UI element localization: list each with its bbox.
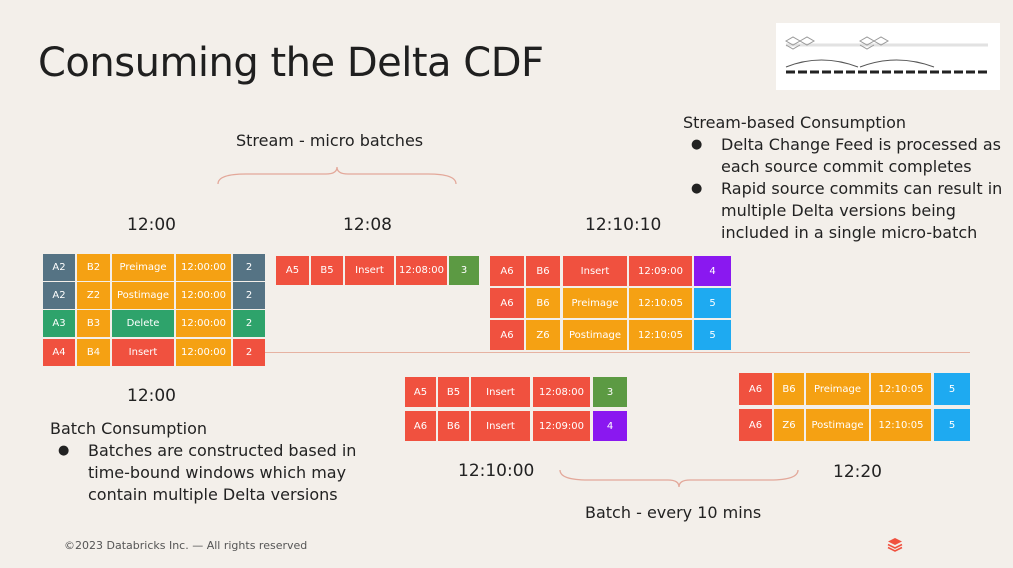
slide-thumbnail	[776, 23, 1000, 90]
footer-copyright: ©2023 Databricks Inc. — All rights reser…	[64, 539, 308, 552]
change-type-cell: Postimage	[112, 282, 174, 309]
key-cell: Z6	[774, 409, 804, 441]
batch-section-bullets: Batches are constructed based in time-bo…	[50, 440, 360, 506]
id-cell: A6	[739, 373, 772, 405]
time-label-4: 12:00	[127, 386, 176, 406]
bullet-item: Delta Change Feed is processed as each s…	[683, 134, 1003, 178]
id-cell: A4	[43, 339, 75, 366]
key-cell: Z6	[526, 320, 560, 350]
version-cell: 2	[233, 310, 265, 337]
change-type-cell: Postimage	[806, 409, 869, 441]
version-cell: 3	[449, 256, 479, 285]
timestamp-cell: 12:00:00	[176, 310, 231, 337]
id-cell: A6	[490, 256, 524, 286]
timestamp-cell: 12:00:00	[176, 339, 231, 366]
timestamp-cell: 12:00:00	[176, 254, 231, 281]
timestamp-cell: 12:08:00	[533, 377, 590, 407]
id-cell: A5	[276, 256, 309, 285]
time-label-3: 12:10:10	[585, 215, 662, 235]
change-type-cell: Postimage	[563, 320, 627, 350]
change-type-cell: Preimage	[806, 373, 869, 405]
version-cell: 5	[694, 288, 731, 318]
id-cell: A2	[43, 254, 75, 281]
timestamp-cell: 12:10:05	[871, 373, 931, 405]
time-label-5: 12:10:00	[458, 461, 535, 481]
change-type-cell: Delete	[112, 310, 174, 337]
key-cell: B6	[438, 411, 469, 441]
timeline-divider	[265, 352, 970, 353]
key-cell: B3	[77, 310, 110, 337]
version-cell: 4	[694, 256, 731, 286]
change-type-cell: Preimage	[563, 288, 627, 318]
key-cell: B6	[774, 373, 804, 405]
version-cell: 5	[934, 373, 970, 405]
timestamp-cell: 12:00:00	[176, 282, 231, 309]
key-cell: Z2	[77, 282, 110, 309]
change-type-cell: Preimage	[112, 254, 174, 281]
change-type-cell: Insert	[471, 377, 530, 407]
time-label-1: 12:00	[127, 215, 176, 235]
slide-title: Consuming the Delta CDF	[38, 40, 544, 86]
batch-section-heading: Batch Consumption	[50, 419, 208, 438]
version-cell: 3	[593, 377, 627, 407]
id-cell: A6	[490, 320, 524, 350]
thumbnail-diagram-icon	[784, 36, 988, 74]
timestamp-cell: 12:10:05	[871, 409, 931, 441]
key-cell: B5	[438, 377, 469, 407]
batch-label: Batch - every 10 mins	[585, 503, 762, 522]
version-cell: 2	[233, 254, 265, 281]
change-type-cell: Insert	[563, 256, 627, 286]
stream-label: Stream - micro batches	[236, 131, 424, 150]
key-cell: B6	[526, 256, 560, 286]
stream-section: Stream-based Consumption Delta Change Fe…	[683, 113, 1003, 244]
version-cell: 4	[593, 411, 627, 441]
bullet-item: Rapid source commits can result in multi…	[683, 178, 1003, 244]
databricks-logo-icon	[887, 538, 903, 552]
batch-section: Batch Consumption Batches are constructe…	[50, 419, 360, 506]
change-type-cell: Insert	[112, 339, 174, 366]
change-type-cell: Insert	[345, 256, 394, 285]
id-cell: A6	[490, 288, 524, 318]
id-cell: A6	[739, 409, 772, 441]
id-cell: A5	[405, 377, 436, 407]
key-cell: B4	[77, 339, 110, 366]
bullet-item: Batches are constructed based in time-bo…	[50, 440, 360, 506]
id-cell: A6	[405, 411, 436, 441]
batch-brace	[559, 469, 799, 488]
timestamp-cell: 12:08:00	[396, 256, 447, 285]
stream-brace	[217, 166, 457, 185]
stream-section-bullets: Delta Change Feed is processed as each s…	[683, 134, 1003, 244]
version-cell: 5	[694, 320, 731, 350]
timestamp-cell: 12:10:05	[629, 320, 692, 350]
version-cell: 2	[233, 282, 265, 309]
timestamp-cell: 12:09:00	[533, 411, 590, 441]
stream-section-heading: Stream-based Consumption	[683, 113, 907, 132]
id-cell: A2	[43, 282, 75, 309]
version-cell: 2	[233, 339, 265, 366]
time-label-6: 12:20	[833, 462, 882, 482]
version-cell: 5	[934, 409, 970, 441]
id-cell: A3	[43, 310, 75, 337]
key-cell: B6	[526, 288, 560, 318]
timestamp-cell: 12:10:05	[629, 288, 692, 318]
timestamp-cell: 12:09:00	[629, 256, 692, 286]
change-type-cell: Insert	[471, 411, 530, 441]
key-cell: B2	[77, 254, 110, 281]
time-label-2: 12:08	[343, 215, 392, 235]
key-cell: B5	[311, 256, 343, 285]
